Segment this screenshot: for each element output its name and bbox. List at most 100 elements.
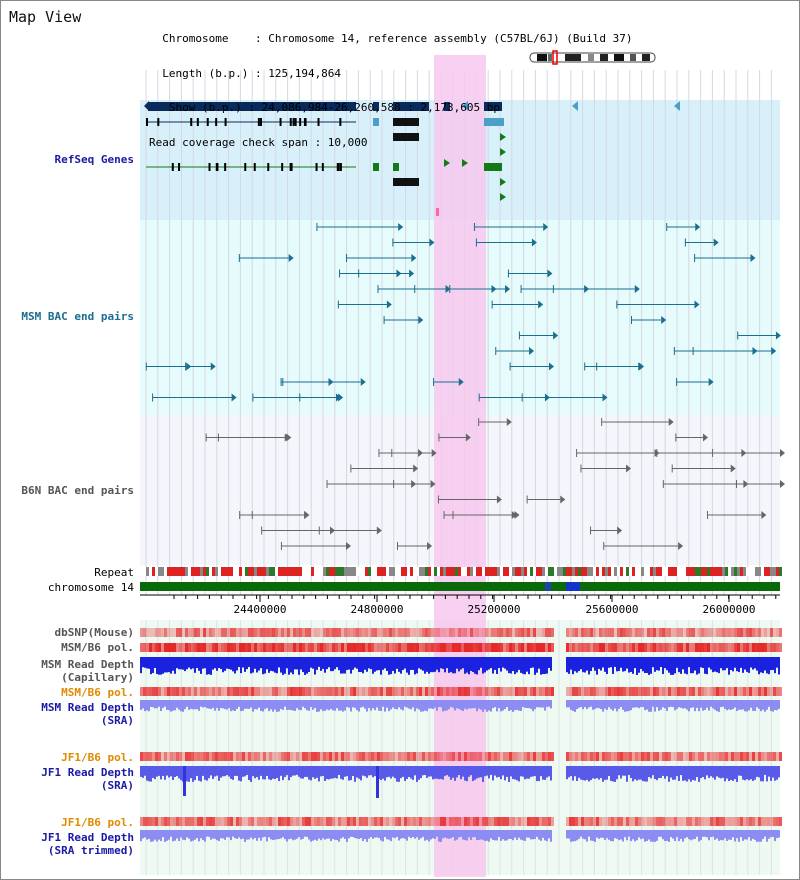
variation-heat-cell [221,687,224,696]
variation-heat-cell [344,752,347,761]
variation-heat-cell [506,628,509,637]
read-depth-bar [382,766,384,779]
gene-arrow [500,133,506,141]
variation-heat-cell [446,628,449,637]
read-depth-bar [264,766,266,780]
variation-heat-cell [542,687,545,696]
variation-heat-cell [470,628,473,637]
variation-heat-cell [701,628,704,637]
read-depth-bar [488,766,490,779]
read-depth-bar [648,830,650,840]
read-depth-bar [176,766,178,777]
read-depth-bar [464,657,466,674]
repeat-segment [668,567,671,576]
variation-heat-cell [395,817,398,826]
read-depth-bar [612,657,614,674]
variation-heat-cell [305,752,308,761]
variation-heat-cell [254,817,257,826]
read-depth-bar [322,700,324,712]
repeat-segment [386,567,389,576]
read-depth-bar [434,657,436,672]
bac-end-arrow [743,480,749,488]
read-depth-bar [528,700,530,709]
read-depth-bar [360,766,362,781]
variation-heat-cell [716,643,719,652]
track-label-jf1-depth-trimmed[interactable]: JF1 Read Depth (SRA trimmed) [0,831,134,857]
read-depth-bar [762,766,764,782]
variation-heat-cell [671,687,674,696]
read-depth-bar [182,830,184,840]
read-depth-bar [182,700,184,712]
read-depth-bar [734,766,736,780]
read-depth-bar [514,830,516,838]
track-label-msm-depth-sra[interactable]: MSM Read Depth (SRA) [0,701,134,727]
track-label-chromosome[interactable]: chromosome 14 [47,581,134,594]
track-label-jf1-b6-pol[interactable]: JF1/B6 pol. [61,751,134,764]
variation-heat-cell [644,817,647,826]
track-label-jf1-depth-sra[interactable]: JF1 Read Depth (SRA) [0,766,134,792]
read-depth-bar [304,766,306,777]
track-label-repeat[interactable]: Repeat [94,566,134,579]
read-depth-bar [602,830,604,838]
track-label-msm-depth-capillary[interactable]: MSM Read Depth (Capillary) [0,658,134,684]
repeat-segment [572,567,575,576]
variation-heat-cell [719,817,722,826]
variation-heat-cell [773,687,776,696]
bac-end-arrow [411,254,417,262]
track-label-dbsnp[interactable]: dbSNP(Mouse) [54,626,134,639]
track-label-line: (Capillary) [61,671,134,684]
variation-heat-cell [194,628,197,637]
read-depth-bar [678,657,680,673]
selected-region-highlight [434,55,486,877]
read-depth-bar [332,657,334,672]
variation-heat-cell [590,752,593,761]
variation-heat-cell [257,643,260,652]
read-depth-bar [652,700,654,707]
variation-heat-cell [659,687,662,696]
variation-heat-cell [650,643,653,652]
read-depth-bar [332,830,334,839]
repeat-segment [203,567,206,576]
variation-heat-cell [212,643,215,652]
variation-heat-cell [629,817,632,826]
variation-heat-cell [641,752,644,761]
read-depth-bar [612,766,614,782]
read-depth-bar [696,830,698,837]
track-label-jf1-b6-pol-2[interactable]: JF1/B6 pol. [61,816,134,829]
track-label-refseq[interactable]: RefSeq Genes [54,153,134,166]
track-label-msm-b6-pol-2[interactable]: MSM/B6 pol. [61,686,134,699]
read-depth-bar [754,766,756,780]
read-depth-bar [234,766,236,776]
repeat-segment [710,567,713,576]
read-depth-bar [626,766,628,782]
variation-heat-cell [635,752,638,761]
read-depth-bar [144,657,146,668]
variation-heat-cell [233,643,236,652]
variation-heat-cell [734,817,737,826]
read-depth-bar [754,657,756,669]
variation-heat-cell [179,752,182,761]
track-label-msm-bac[interactable]: MSM BAC end pairs [21,310,134,323]
variation-heat-cell [203,752,206,761]
variation-heat-cell [434,628,437,637]
repeat-segment [206,567,209,576]
variation-heat-cell [425,752,428,761]
variation-heat-cell [749,628,752,637]
read-depth-bar [140,766,142,777]
read-depth-bar [176,657,178,669]
variation-heat-cell [353,628,356,637]
read-depth-bar [266,657,268,670]
variation-heat-cell [347,687,350,696]
read-depth-bar [500,830,502,841]
variation-heat-cell [263,643,266,652]
read-depth-bar [198,700,200,711]
read-depth-bar [186,700,188,707]
variation-heat-cell [419,687,422,696]
track-label-b6n-bac[interactable]: B6N BAC end pairs [21,484,134,497]
read-depth-bar [306,830,308,837]
variation-heat-cell [428,628,431,637]
track-label-msm-b6-pol[interactable]: MSM/B6 pol. [61,641,134,654]
variation-heat-cell [722,643,725,652]
repeat-segment [455,567,458,576]
